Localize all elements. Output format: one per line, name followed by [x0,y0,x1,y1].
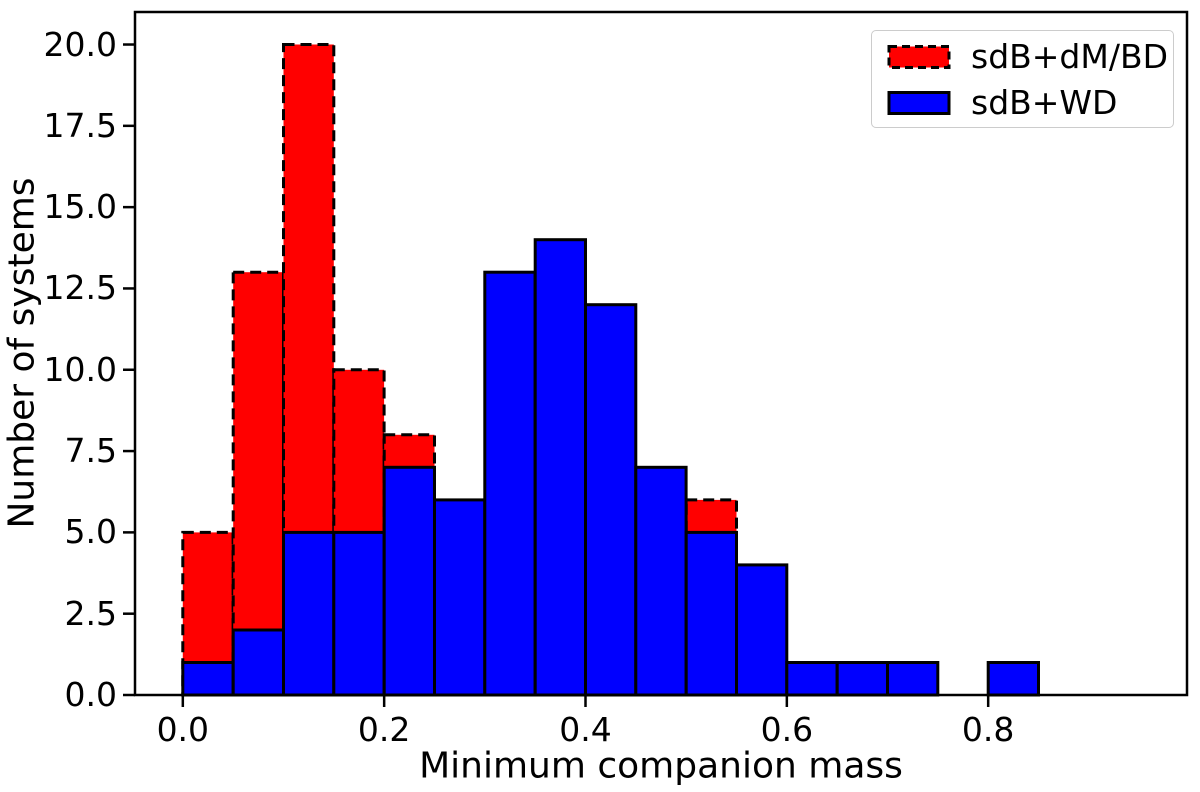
bar [584,303,638,697]
bar [332,530,386,697]
series-sdb-wd [181,238,1041,697]
bar [231,628,285,697]
x-tick-label: 0.0 [156,710,210,749]
x-axis-label: Minimum companion mass [419,745,903,787]
bar [785,661,839,697]
y-tick-label: 15.0 [43,187,117,227]
y-tick-label: 7.5 [64,431,117,471]
bar [533,238,588,697]
bar [231,270,285,697]
bar [735,563,789,697]
y-tick-label: 17.5 [43,105,117,145]
legend-swatch-red-icon [887,45,951,69]
bar [886,661,940,697]
y-tick-label: 2.5 [64,593,117,633]
x-tick-label: 0.8 [961,710,1015,749]
x-tick-label: 0.4 [559,710,612,749]
y-tick-label: 10.0 [43,349,117,389]
legend-label-sdb-wd: sdB+WD [971,83,1118,122]
bar [181,661,235,697]
bar [483,270,537,697]
x-tick-label: 0.6 [760,710,814,749]
y-tick-label: 20.0 [43,24,117,64]
y-tick-label: 5.0 [64,512,117,552]
bar [835,661,890,697]
x-tick-label: 0.2 [357,710,411,749]
legend: sdB+dM/BD sdB+WD [871,30,1174,128]
legend-swatch-blue-icon [887,91,951,115]
bar [282,530,336,697]
y-tick-label: 0.0 [64,675,117,714]
bar [684,530,739,697]
y-tick-label: 12.5 [43,268,117,308]
bar [433,498,487,697]
legend-item-sdb-wd: sdB+WD [886,80,1173,126]
legend-item-sdb-dm-bd: sdB+dM/BD [886,34,1173,80]
bar [986,661,1041,697]
bar [382,465,437,697]
plot-frame [133,10,1189,697]
bar [634,465,688,697]
legend-label-sdb-dm-bd: sdB+dM/BD [971,37,1169,76]
